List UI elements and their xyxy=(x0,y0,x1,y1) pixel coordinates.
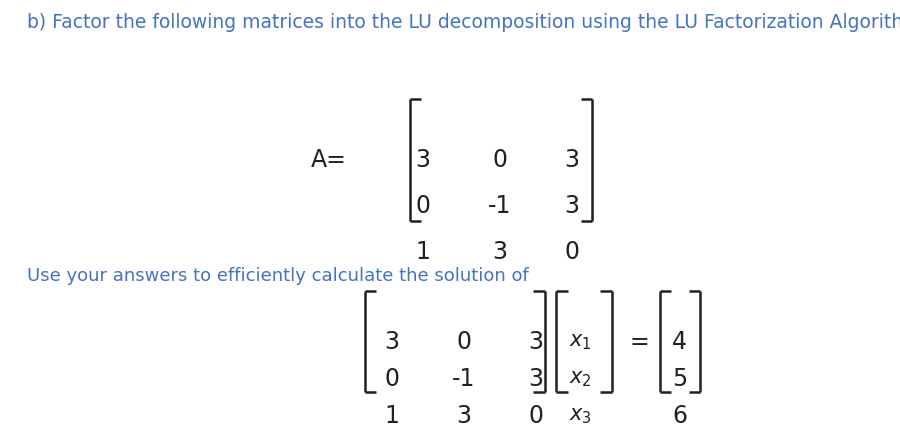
Text: $x_1$: $x_1$ xyxy=(569,332,592,352)
Text: $x_3$: $x_3$ xyxy=(569,406,592,426)
Text: 0: 0 xyxy=(416,194,430,218)
Text: 3: 3 xyxy=(528,367,543,391)
Text: 3: 3 xyxy=(528,330,543,353)
Text: 3: 3 xyxy=(416,148,430,172)
Text: 4: 4 xyxy=(672,330,687,353)
Text: -1: -1 xyxy=(488,194,511,218)
Text: 3: 3 xyxy=(564,148,579,172)
Text: A=: A= xyxy=(310,148,346,172)
Text: 1: 1 xyxy=(384,404,399,428)
Text: 3: 3 xyxy=(492,240,507,264)
Text: -1: -1 xyxy=(452,367,475,391)
Text: 0: 0 xyxy=(384,367,399,391)
Text: 5: 5 xyxy=(672,367,687,391)
Text: 0: 0 xyxy=(528,404,543,428)
Text: 3: 3 xyxy=(384,330,399,353)
Text: 0: 0 xyxy=(492,148,507,172)
Text: =: = xyxy=(629,330,649,353)
Text: 3: 3 xyxy=(456,404,471,428)
Text: 6: 6 xyxy=(672,404,687,428)
Text: 1: 1 xyxy=(416,240,430,264)
Text: Use your answers to efficiently calculate the solution of: Use your answers to efficiently calculat… xyxy=(27,267,529,285)
Text: b) Factor the following matrices into the LU decomposition using the LU Factoriz: b) Factor the following matrices into th… xyxy=(27,13,900,32)
Text: 3: 3 xyxy=(564,194,579,218)
Text: 0: 0 xyxy=(564,240,579,264)
Text: 0: 0 xyxy=(456,330,471,353)
Text: $x_2$: $x_2$ xyxy=(569,369,592,389)
